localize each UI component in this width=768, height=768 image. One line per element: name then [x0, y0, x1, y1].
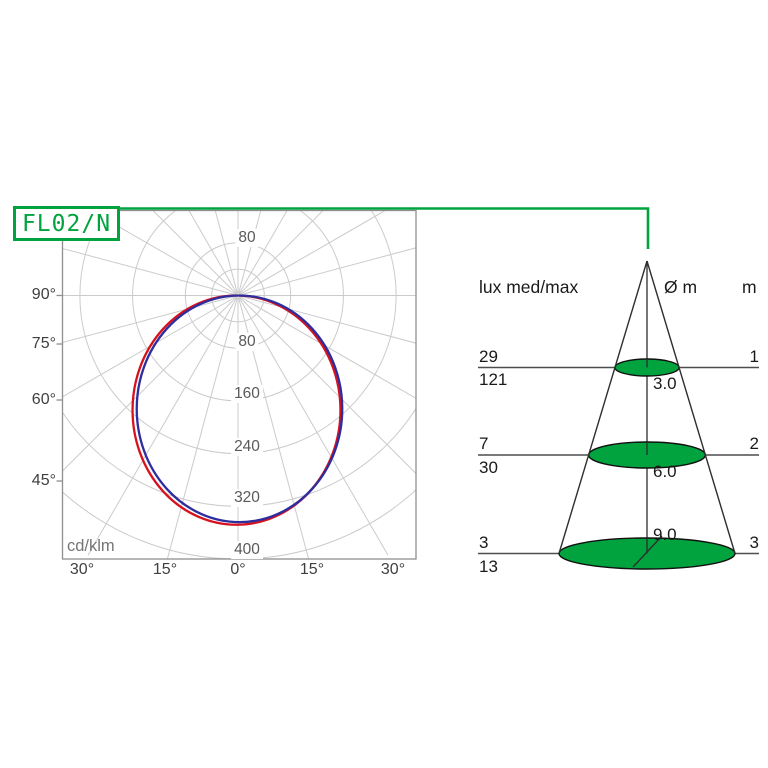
illuminance-cone [478, 260, 759, 570]
lux-med-1: 29 [479, 347, 498, 366]
ring-label-240: 240 [231, 438, 263, 456]
cone-side-right [646, 260, 736, 554]
ring-label-80-top: 80 [235, 229, 259, 247]
lux-max-1: 121 [479, 370, 508, 389]
diameter-2: 6.0 [653, 462, 677, 481]
ring-label-80: 80 [235, 333, 259, 351]
diameter-1: 3.0 [653, 374, 677, 393]
polar-chart-frame [61, 209, 417, 560]
distance-1: 1 [749, 347, 759, 366]
distance-3: 3 [749, 533, 759, 552]
product-code-label: FL02/N [21, 210, 112, 237]
header-diameter: Ø m [664, 277, 698, 297]
ring-label-320: 320 [231, 489, 263, 507]
angle-label-75: 75° [31, 335, 56, 352]
angle-label-15-left: 15° [152, 561, 178, 578]
header-lux-med-max: lux med/max [479, 277, 579, 297]
distance-2: 2 [749, 434, 759, 453]
polar-grid [62, 210, 416, 559]
lux-med-2: 7 [479, 434, 489, 453]
angle-label-0: 0° [230, 561, 246, 578]
connector-line [117, 207, 650, 249]
intensity-curves [131, 294, 344, 526]
unit-label: cd/klm [67, 537, 115, 555]
ring-label-160: 160 [231, 385, 263, 403]
lux-max-2: 30 [479, 458, 498, 477]
curve-C90-C270 [135, 294, 344, 524]
angle-label-30-right: 30° [380, 561, 406, 578]
diameter-pointer-line [632, 535, 663, 568]
cone-side-left [558, 260, 648, 554]
angle-label-45: 45° [31, 472, 56, 489]
angle-label-60: 60° [31, 391, 56, 408]
header-distance: m [742, 277, 757, 297]
angle-label-15-right: 15° [299, 561, 325, 578]
ring-label-400: 400 [231, 541, 263, 559]
diameter-3: 9.0 [653, 525, 677, 544]
angle-label-30-left: 30° [69, 561, 95, 578]
lux-med-3: 3 [479, 533, 489, 552]
angle-label-90: 90° [31, 286, 56, 303]
lux-max-3: 13 [479, 557, 498, 576]
product-code-box: FL02/N [13, 206, 120, 241]
